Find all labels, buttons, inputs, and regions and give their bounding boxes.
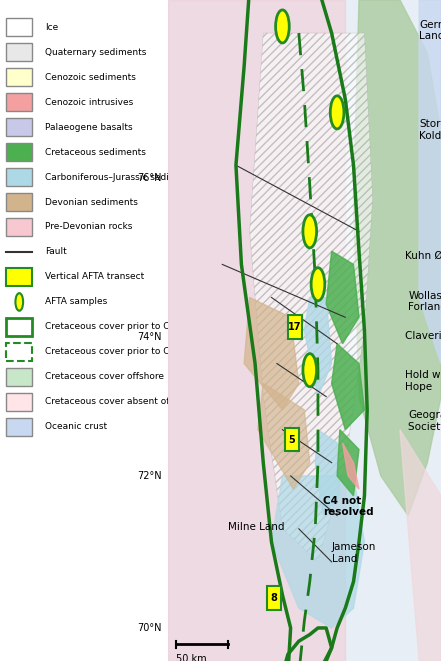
Text: Pre-Devonian rocks: Pre-Devonian rocks [45, 223, 132, 231]
FancyBboxPatch shape [6, 93, 33, 111]
Text: Germania
Land: Germania Land [419, 20, 441, 42]
FancyBboxPatch shape [6, 418, 33, 436]
Text: Ice: Ice [45, 22, 58, 32]
FancyBboxPatch shape [6, 19, 33, 36]
Polygon shape [315, 430, 340, 516]
Text: Jameson
Land: Jameson Land [332, 542, 376, 564]
FancyBboxPatch shape [6, 343, 33, 361]
Text: Geographical
Society Ø: Geographical Society Ø [408, 410, 441, 432]
FancyBboxPatch shape [6, 143, 33, 161]
Text: 76°N: 76°N [138, 173, 162, 184]
Text: Cretaceous cover prior to C4 exhumation: Cretaceous cover prior to C4 exhumation [45, 323, 232, 331]
Circle shape [303, 215, 317, 248]
Text: Carboniferous–Jurassic sediments: Carboniferous–Jurassic sediments [45, 173, 197, 182]
Circle shape [303, 354, 317, 387]
FancyBboxPatch shape [6, 318, 33, 336]
FancyBboxPatch shape [288, 315, 302, 339]
FancyBboxPatch shape [267, 586, 281, 610]
Text: Oceanic crust: Oceanic crust [45, 422, 107, 432]
FancyBboxPatch shape [6, 218, 33, 236]
FancyBboxPatch shape [6, 169, 33, 186]
Polygon shape [326, 251, 359, 344]
FancyBboxPatch shape [6, 193, 33, 211]
Polygon shape [354, 0, 441, 516]
Text: Fault: Fault [45, 247, 67, 256]
Text: Cenozoic sediments: Cenozoic sediments [45, 73, 135, 81]
Text: Quaternary sediments: Quaternary sediments [45, 48, 146, 57]
Polygon shape [250, 33, 373, 562]
Text: AFTA samples: AFTA samples [45, 297, 107, 307]
FancyBboxPatch shape [6, 44, 33, 61]
Polygon shape [343, 443, 359, 489]
Text: Kuhn Ø: Kuhn Ø [405, 251, 441, 261]
Text: Cenozoic intrusives: Cenozoic intrusives [45, 98, 133, 106]
FancyBboxPatch shape [285, 428, 299, 451]
Circle shape [330, 96, 344, 129]
Text: 8: 8 [271, 593, 278, 603]
Text: 72°N: 72°N [138, 471, 162, 481]
Text: 74°N: 74°N [138, 332, 162, 342]
Text: Cretaceous cover absent offshore: Cretaceous cover absent offshore [45, 397, 198, 407]
Text: 5: 5 [288, 434, 295, 445]
Text: 50 km: 50 km [176, 654, 206, 661]
FancyBboxPatch shape [6, 268, 33, 286]
Text: Store
Koldewey: Store Koldewey [419, 119, 441, 141]
Text: Cretaceous cover prior to C4 exhumation inferred: Cretaceous cover prior to C4 exhumation … [45, 348, 270, 356]
Circle shape [276, 10, 289, 43]
Text: 17: 17 [288, 322, 302, 332]
Circle shape [311, 268, 325, 301]
Polygon shape [272, 476, 364, 628]
Text: Hold with
Hope: Hold with Hope [405, 370, 441, 392]
Circle shape [15, 293, 23, 311]
Text: Cretaceous cover offshore: Cretaceous cover offshore [45, 372, 164, 381]
FancyBboxPatch shape [6, 368, 33, 386]
Polygon shape [168, 0, 345, 661]
FancyBboxPatch shape [6, 118, 33, 136]
Text: Palaeogene basalts: Palaeogene basalts [45, 122, 132, 132]
Text: 70°N: 70°N [138, 623, 162, 633]
Polygon shape [419, 0, 441, 364]
Text: Milne Land: Milne Land [228, 522, 284, 532]
Text: C4 not
resolved: C4 not resolved [323, 496, 374, 518]
Polygon shape [337, 430, 359, 496]
Text: Vertical AFTA transect: Vertical AFTA transect [45, 272, 144, 282]
Text: Clavering Ø: Clavering Ø [405, 330, 441, 340]
FancyBboxPatch shape [6, 393, 33, 410]
Text: Wollaston
Forland: Wollaston Forland [408, 291, 441, 313]
Polygon shape [304, 297, 332, 397]
Text: Devonian sediments: Devonian sediments [45, 198, 138, 206]
Polygon shape [258, 383, 310, 489]
Polygon shape [400, 430, 441, 661]
Text: Cretaceous sediments: Cretaceous sediments [45, 147, 146, 157]
Polygon shape [332, 344, 364, 430]
FancyBboxPatch shape [6, 68, 33, 86]
Polygon shape [244, 297, 299, 410]
